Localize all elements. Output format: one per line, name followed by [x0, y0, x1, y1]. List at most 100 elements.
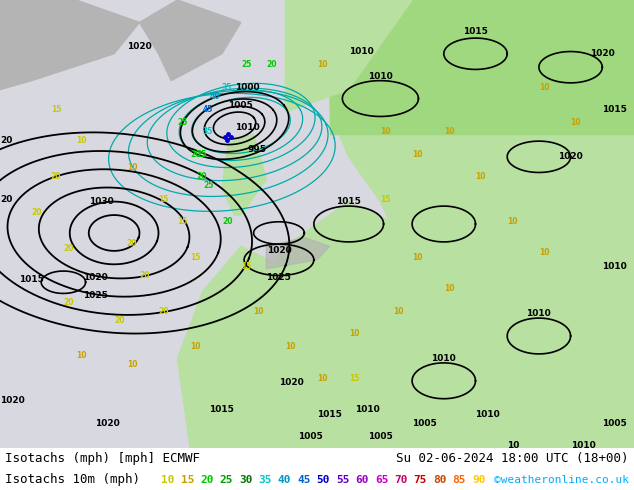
Text: 1010: 1010 — [235, 123, 259, 132]
Text: 35: 35 — [222, 83, 232, 92]
Polygon shape — [0, 0, 139, 90]
Text: 20: 20 — [63, 244, 74, 253]
Text: 90: 90 — [472, 474, 486, 485]
Text: 20: 20 — [32, 208, 42, 217]
Text: 10: 10 — [285, 343, 296, 351]
Text: 1025: 1025 — [82, 291, 108, 300]
Text: 20: 20 — [158, 307, 169, 316]
Text: Su 02-06-2024 18:00 UTC (18+00): Su 02-06-2024 18:00 UTC (18+00) — [396, 452, 629, 465]
Text: ©weatheronline.co.uk: ©weatheronline.co.uk — [494, 474, 629, 485]
Text: 15: 15 — [241, 262, 251, 271]
Text: Isotachs (mph) [mph] ECMWF: Isotachs (mph) [mph] ECMWF — [5, 452, 200, 465]
Text: 75: 75 — [413, 474, 427, 485]
Text: 1005: 1005 — [298, 432, 323, 441]
Text: 55: 55 — [336, 474, 349, 485]
Text: 10: 10 — [539, 83, 550, 92]
Text: 10: 10 — [412, 150, 423, 159]
Text: 10: 10 — [127, 163, 138, 172]
Text: 70: 70 — [394, 474, 408, 485]
Text: 1010: 1010 — [476, 410, 500, 418]
Text: 20: 20 — [139, 271, 150, 280]
Text: 1020: 1020 — [590, 49, 615, 58]
Text: 35: 35 — [258, 474, 272, 485]
Text: 1015: 1015 — [602, 105, 627, 114]
Text: 1005: 1005 — [228, 100, 253, 110]
Text: 1020: 1020 — [82, 273, 108, 282]
Text: 1010: 1010 — [431, 354, 456, 363]
Text: 65: 65 — [375, 474, 389, 485]
Text: 10: 10 — [380, 127, 391, 136]
Text: 20: 20 — [127, 240, 138, 248]
Text: 30: 30 — [239, 474, 252, 485]
Text: 1015: 1015 — [317, 410, 342, 418]
Text: 10: 10 — [412, 253, 423, 262]
Text: 15: 15 — [51, 105, 61, 114]
Polygon shape — [285, 0, 412, 112]
Text: 10: 10 — [444, 284, 455, 293]
Text: 20: 20 — [190, 150, 201, 159]
Text: 1015: 1015 — [19, 275, 44, 284]
Text: 20: 20 — [63, 297, 74, 307]
Text: 10: 10 — [76, 136, 87, 146]
Text: 20: 20 — [200, 474, 214, 485]
Text: 25: 25 — [203, 181, 213, 190]
Text: 10: 10 — [444, 127, 455, 136]
Text: 15: 15 — [181, 474, 194, 485]
Text: 1025: 1025 — [266, 273, 292, 282]
Text: 60: 60 — [356, 474, 369, 485]
Text: 15: 15 — [349, 374, 359, 383]
Text: 995: 995 — [247, 146, 266, 154]
Text: 40: 40 — [278, 474, 291, 485]
Text: 10: 10 — [76, 351, 87, 361]
Text: 20: 20 — [51, 172, 61, 181]
Text: 80: 80 — [433, 474, 446, 485]
Text: 1010: 1010 — [355, 405, 380, 414]
Text: 1015: 1015 — [463, 27, 488, 36]
Text: 50: 50 — [316, 474, 330, 485]
Text: 85: 85 — [453, 474, 466, 485]
Text: 15: 15 — [380, 195, 391, 204]
Text: 45: 45 — [203, 105, 213, 114]
Text: 10: 10 — [571, 119, 581, 127]
Polygon shape — [139, 0, 241, 81]
Text: 25: 25 — [178, 119, 188, 127]
Text: 1020: 1020 — [127, 42, 152, 51]
Text: 1010: 1010 — [526, 309, 552, 318]
Text: 20: 20 — [222, 217, 233, 226]
Text: 20: 20 — [266, 60, 277, 69]
Text: 1005: 1005 — [602, 418, 627, 428]
Text: 40: 40 — [209, 92, 220, 100]
Text: 10: 10 — [507, 217, 518, 226]
Text: 25: 25 — [197, 150, 207, 159]
Polygon shape — [178, 246, 330, 448]
Text: 20: 20 — [114, 316, 125, 324]
Text: 45: 45 — [297, 474, 311, 485]
Text: 10: 10 — [393, 307, 404, 316]
Text: 10: 10 — [476, 172, 486, 181]
Text: 10: 10 — [190, 343, 201, 351]
Text: 20: 20 — [197, 172, 207, 181]
Text: 25: 25 — [241, 60, 251, 69]
Text: 10: 10 — [349, 329, 359, 338]
Text: 15: 15 — [178, 217, 188, 226]
Text: 25: 25 — [219, 474, 233, 485]
Polygon shape — [222, 134, 266, 215]
Text: Isotachs 10m (mph): Isotachs 10m (mph) — [5, 473, 140, 486]
Text: 10: 10 — [254, 307, 264, 316]
Text: 10: 10 — [507, 441, 520, 450]
Polygon shape — [330, 0, 634, 448]
Text: 1010: 1010 — [571, 441, 595, 450]
Text: 1005: 1005 — [412, 418, 437, 428]
Bar — [330, 0, 634, 134]
Text: 10: 10 — [127, 360, 138, 369]
Text: 10: 10 — [317, 60, 328, 69]
Text: 15: 15 — [158, 195, 169, 204]
Polygon shape — [222, 201, 444, 448]
Text: 20: 20 — [0, 136, 13, 146]
Text: 1020: 1020 — [558, 152, 583, 161]
Polygon shape — [266, 238, 330, 269]
Text: 1020: 1020 — [95, 418, 120, 428]
Text: 10: 10 — [161, 474, 175, 485]
Text: 1010: 1010 — [349, 47, 373, 56]
Text: 1015: 1015 — [209, 405, 234, 414]
